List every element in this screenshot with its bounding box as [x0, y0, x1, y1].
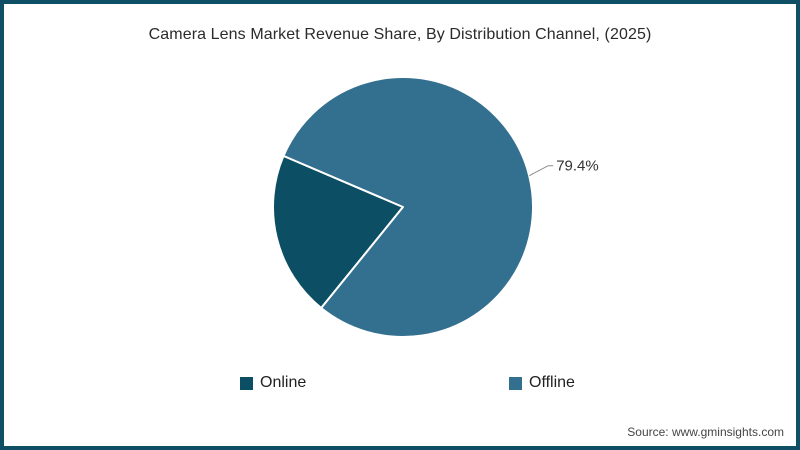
legend-label-online: Online: [260, 374, 307, 391]
legend-swatch-online: [240, 376, 253, 390]
source-credit: Source: www.gminsights.com: [627, 425, 784, 439]
data-label-connector: [528, 165, 554, 177]
pie-slice-offline[interactable]: [282, 76, 534, 338]
legend-label-offline: Offline: [529, 374, 575, 391]
legend-item-offline[interactable]: Offline: [509, 374, 575, 392]
legend-item-online[interactable]: Online: [240, 374, 306, 392]
chart-title: Camera Lens Market Revenue Share, By Dis…: [148, 26, 652, 43]
legend-swatch-offline: [509, 376, 522, 390]
pie-chart: 79.4%: [272, 76, 599, 338]
pie-slices: [272, 76, 534, 338]
data-label-offline: 79.4%: [556, 158, 599, 175]
